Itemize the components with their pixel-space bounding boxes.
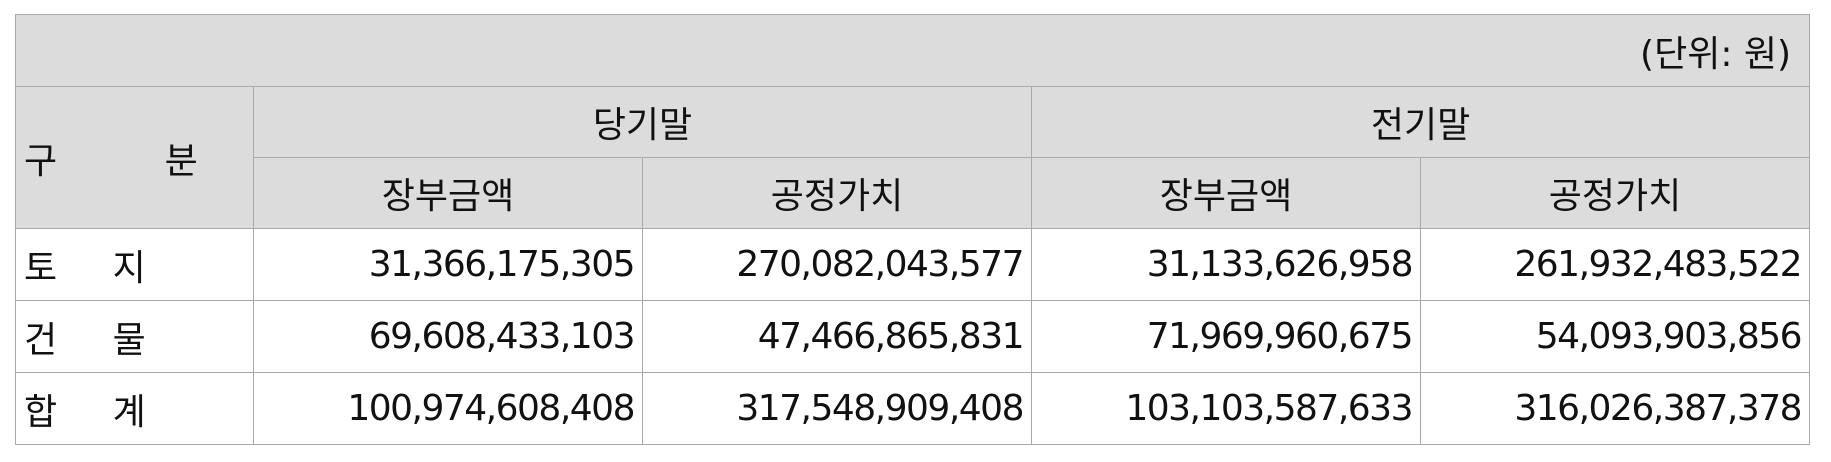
category-header: 구 분 <box>15 86 254 229</box>
table-row: 건 물 69,608,433,103 47,466,865,831 71,969… <box>15 300 1811 373</box>
group-header-current: 당기말 <box>253 86 1032 158</box>
table-cell: 270,082,043,577 <box>642 228 1032 301</box>
fair-value-table-container: (단위: 원) 구 분 당기말 전기말 장부금액 공정가치 장부금액 공정가치 … <box>14 14 1811 445</box>
table-cell: 31,366,175,305 <box>253 228 643 301</box>
table-cell: 100,974,608,408 <box>253 372 643 445</box>
row-label: 합 계 <box>15 372 254 445</box>
table-cell: 47,466,865,831 <box>642 300 1032 373</box>
group-header-prior: 전기말 <box>1030 86 1811 158</box>
table-cell: 316,026,387,378 <box>1419 372 1811 445</box>
table-cell: 71,969,960,675 <box>1031 300 1421 373</box>
fair-value-table: (단위: 원) 구 분 당기말 전기말 장부금액 공정가치 장부금액 공정가치 … <box>14 14 1811 445</box>
table-cell: 317,548,909,408 <box>642 372 1032 445</box>
table-row: 합 계 100,974,608,408 317,548,909,408 103,… <box>15 372 1811 445</box>
table-cell: 31,133,626,958 <box>1031 228 1421 301</box>
table-cell: 261,932,483,522 <box>1419 228 1811 301</box>
unit-row: (단위: 원) <box>14 14 1811 87</box>
table-row: 토 지 31,366,175,305 270,082,043,577 31,13… <box>15 228 1811 301</box>
subheader-current-book-value: 장부금액 <box>253 157 643 229</box>
row-label: 토 지 <box>15 228 254 301</box>
row-label: 건 물 <box>15 300 254 373</box>
header-sub-row: 장부금액 공정가치 장부금액 공정가치 <box>16 157 1811 229</box>
unit-label: (단위: 원) <box>14 14 1811 87</box>
header-group-row: 구 분 당기말 전기말 <box>15 86 1811 229</box>
subheader-current-fair-value: 공정가치 <box>642 157 1032 229</box>
table-cell: 103,103,587,633 <box>1031 372 1421 445</box>
table-cell: 69,608,433,103 <box>253 300 643 373</box>
table-cell: 54,093,903,856 <box>1419 300 1811 373</box>
subheader-prior-book-value: 장부금액 <box>1031 157 1421 229</box>
subheader-prior-fair-value: 공정가치 <box>1419 157 1811 229</box>
